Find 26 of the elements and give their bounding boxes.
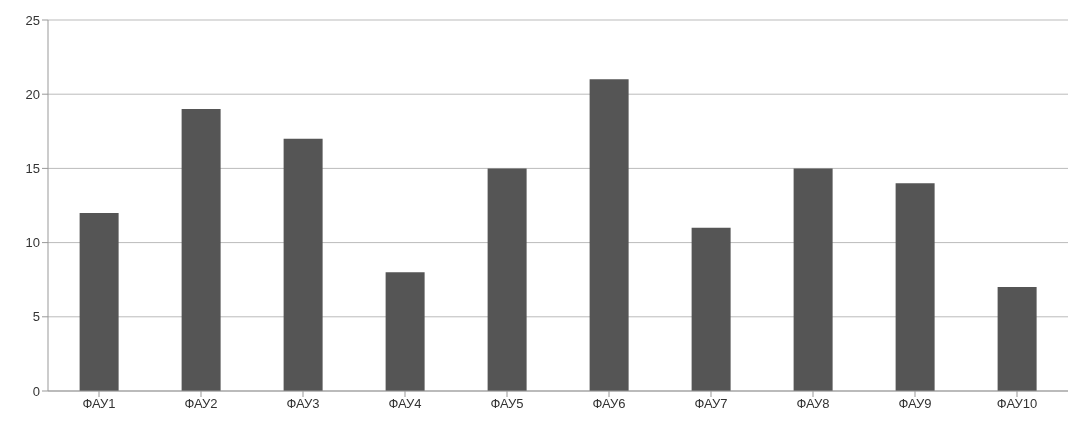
- bar: [181, 109, 221, 391]
- x-tick-label: ФАУ5: [490, 396, 524, 412]
- y-tick-label: 10: [25, 235, 40, 251]
- x-tick-label: ФАУ3: [286, 396, 320, 412]
- x-tick-label: ФАУ9: [898, 396, 932, 412]
- bar: [385, 272, 425, 391]
- y-tick-label: 5: [32, 309, 40, 325]
- y-tick-label: 15: [25, 161, 40, 177]
- x-tick-label: ФАУ6: [592, 396, 626, 412]
- y-tick-label: 20: [25, 86, 40, 102]
- bar: [589, 79, 629, 391]
- x-tick-label: ФАУ2: [184, 396, 218, 412]
- x-tick-label: ФАУ7: [694, 396, 728, 412]
- bar: [793, 168, 833, 391]
- bar: [691, 227, 731, 391]
- y-tick-label: 25: [25, 12, 40, 28]
- bar: [487, 168, 527, 391]
- y-tick-label: 0: [32, 383, 40, 399]
- x-tick-label: ФАУ10: [996, 396, 1038, 412]
- bar: [997, 287, 1037, 391]
- bar: [79, 212, 119, 391]
- x-tick-label: ФАУ4: [388, 396, 422, 412]
- x-tick-label: ФАУ1: [82, 396, 116, 412]
- x-tick-label: ФАУ8: [796, 396, 830, 412]
- bar: [283, 138, 323, 391]
- bar: [895, 183, 935, 391]
